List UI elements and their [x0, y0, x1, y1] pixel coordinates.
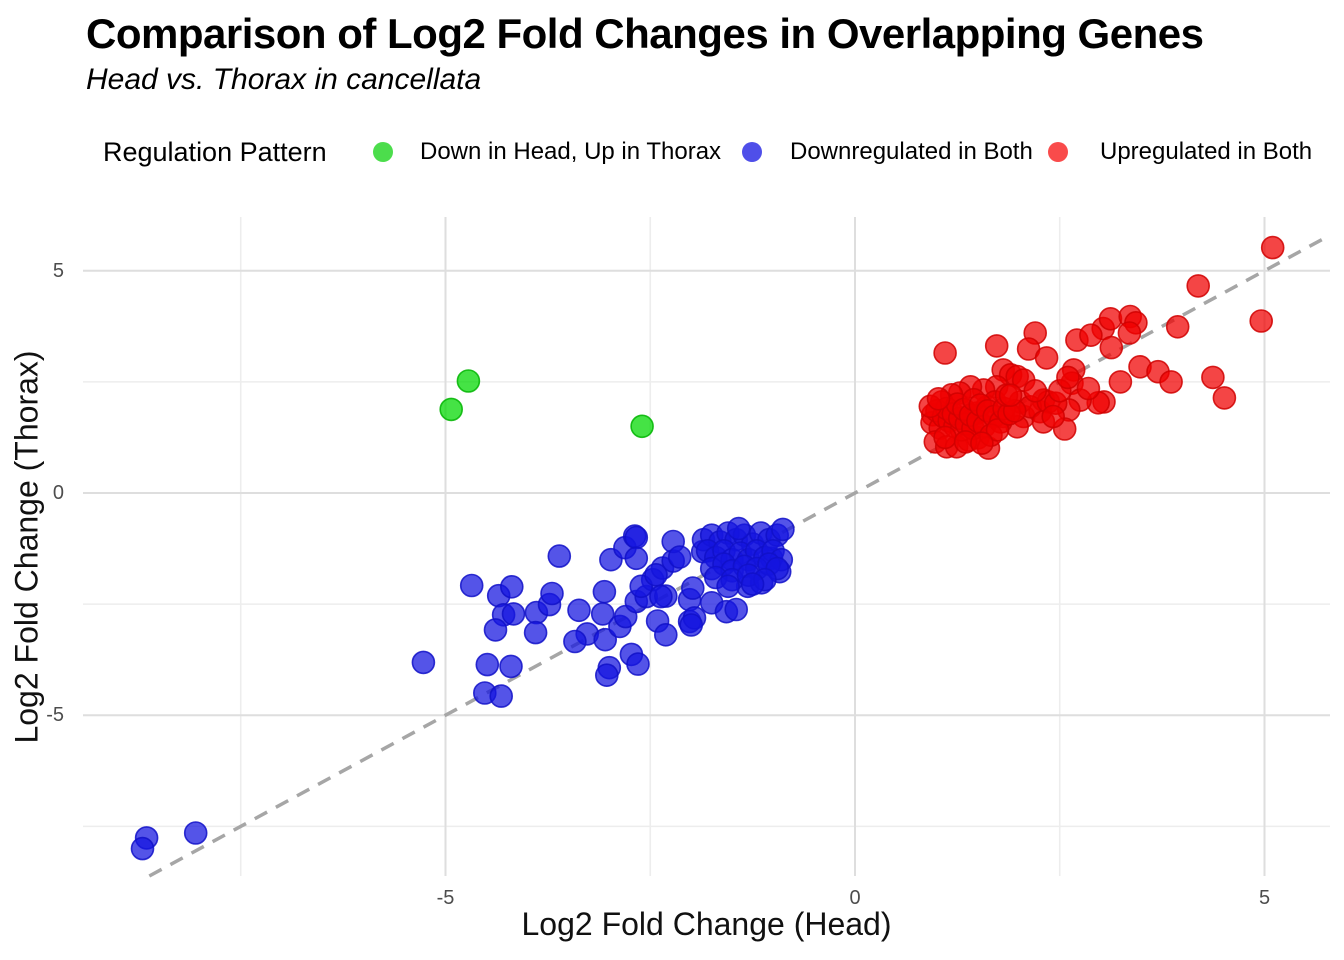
data-point: [626, 652, 650, 676]
data-point: [483, 618, 508, 642]
x-tick-label: 0: [849, 887, 861, 909]
data-point: [1108, 370, 1133, 394]
y-tick-label: -5: [46, 704, 64, 727]
legend-item-label-0: Down in Head, Up in Thorax: [420, 138, 722, 165]
legend-title: Regulation Pattern: [103, 137, 327, 167]
data-point: [624, 525, 649, 550]
data-point: [771, 517, 795, 542]
y-axis-title: Log2 Fold Change (Thorax): [8, 350, 45, 744]
series-0: [439, 369, 654, 439]
data-point: [130, 836, 155, 861]
data-point: [1034, 346, 1059, 370]
data-point: [1056, 365, 1080, 390]
chart-subtitle: Head vs. Thorax in cancellata: [86, 63, 482, 96]
data-point: [459, 573, 484, 598]
data-point: [1117, 321, 1142, 345]
data-point: [740, 572, 765, 596]
data-point: [970, 431, 994, 456]
data-point: [1201, 365, 1225, 390]
data-point: [1099, 335, 1124, 360]
x-tick-label: -5: [436, 887, 455, 909]
data-point: [439, 397, 464, 422]
data-point: [933, 341, 957, 365]
data-point: [1079, 323, 1103, 348]
data-point: [653, 622, 678, 647]
y-tick-label: 0: [52, 482, 64, 504]
series-1: [130, 516, 795, 861]
identity-line: [148, 233, 1331, 878]
data-point: [1212, 386, 1237, 410]
data-point: [590, 602, 615, 626]
data-point: [456, 369, 481, 393]
data-point: [501, 602, 526, 626]
data-point: [679, 613, 704, 637]
data-point: [667, 545, 692, 569]
data-point: [1023, 378, 1047, 403]
data-point: [985, 418, 1010, 442]
data-point: [933, 425, 957, 450]
data-point: [1098, 306, 1123, 331]
x-axis-title: Log2 Fold Change (Head): [521, 906, 892, 942]
chart-title: Comparison of Log2 Fold Changes in Overl…: [86, 10, 1204, 57]
legend-item-label-1: Downregulated in Both: [790, 138, 1033, 165]
series-2: [918, 235, 1285, 460]
legend-swatch-1: [742, 142, 762, 162]
data-point: [593, 627, 618, 652]
data-point: [984, 334, 1009, 358]
x-tick-label: 5: [1258, 887, 1271, 909]
data-point: [499, 654, 523, 679]
data-point: [724, 597, 749, 622]
major-gridlines: [83, 217, 1330, 876]
data-point: [592, 579, 617, 604]
data-point: [563, 629, 587, 654]
data-point: [716, 574, 740, 599]
data-point: [567, 598, 591, 623]
legend-swatch-2: [1048, 142, 1068, 162]
y-tick-label: 5: [52, 259, 64, 282]
data-point: [1041, 404, 1065, 429]
data-point: [630, 414, 654, 439]
data-point: [489, 684, 514, 708]
data-point: [1249, 309, 1273, 333]
legend-item-label-2: Upregulated in Both: [1100, 138, 1313, 165]
data-point: [594, 663, 619, 688]
data-point: [1076, 376, 1101, 401]
data-point: [680, 576, 705, 600]
data-point: [726, 516, 751, 541]
data-point: [998, 383, 1023, 408]
data-point: [547, 544, 572, 568]
data-point: [523, 620, 548, 645]
data-point: [411, 650, 436, 675]
legend-swatch-0: [373, 142, 393, 162]
data-point: [183, 821, 208, 845]
data-point: [644, 562, 668, 587]
data-point: [649, 584, 673, 609]
data-point: [1165, 314, 1190, 339]
data-point: [1186, 274, 1210, 298]
data-point: [624, 546, 649, 571]
data-point: [475, 652, 500, 677]
data-point: [1260, 235, 1285, 260]
data-point: [926, 386, 951, 411]
data-point: [499, 574, 524, 599]
data-point: [1159, 370, 1183, 394]
data-point: [540, 581, 564, 606]
